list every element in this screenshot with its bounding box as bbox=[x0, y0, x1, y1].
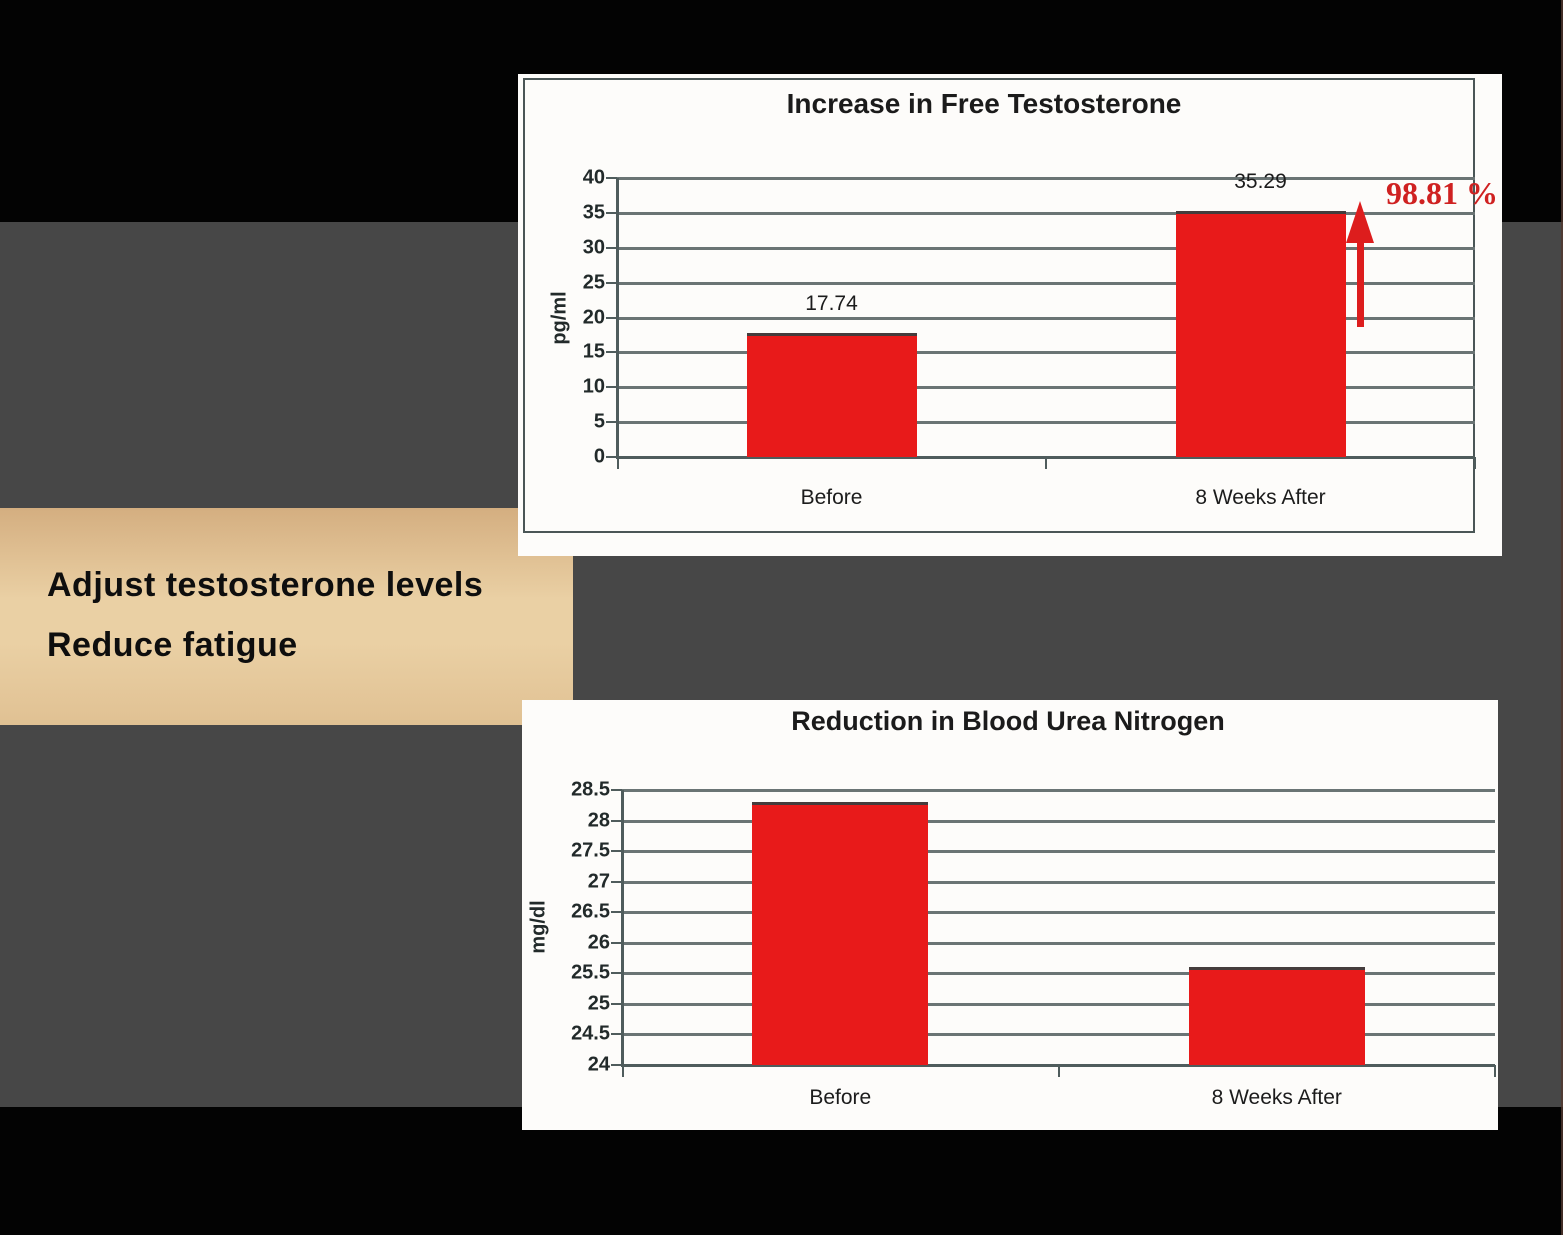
chart-title: Increase in Free Testosterone bbox=[786, 88, 1182, 119]
y-axis-tick bbox=[606, 386, 617, 389]
x-axis-tick bbox=[1045, 457, 1047, 469]
x-category-label: Before bbox=[809, 1086, 872, 1109]
y-axis-tick bbox=[606, 421, 617, 424]
gridline bbox=[622, 972, 1495, 976]
gridline bbox=[617, 316, 1475, 320]
x-category-label: Before bbox=[800, 486, 863, 509]
gridline bbox=[617, 351, 1475, 355]
gridline bbox=[617, 421, 1475, 425]
bar-value-label: 35.29 bbox=[1234, 169, 1287, 193]
y-tick-label: 25 bbox=[582, 271, 605, 294]
y-axis-tick bbox=[611, 972, 622, 975]
gridline bbox=[622, 911, 1495, 915]
y-axis-tick bbox=[606, 351, 617, 354]
y-tick-label: 15 bbox=[582, 340, 605, 363]
gridline bbox=[617, 211, 1475, 215]
callout-line-adjust-testosterone: Adjust testosterone levels bbox=[47, 566, 484, 604]
y-axis-tick bbox=[611, 819, 622, 822]
y-axis-tick bbox=[606, 281, 617, 284]
increase-arrow-shaft bbox=[1356, 239, 1364, 327]
y-tick-label: 0 bbox=[593, 445, 605, 468]
gridline bbox=[622, 880, 1495, 884]
chart-title: Reduction in Blood Urea Nitrogen bbox=[791, 706, 1225, 736]
gridline bbox=[622, 819, 1495, 823]
y-tick-label: 27 bbox=[587, 870, 610, 893]
bar-before bbox=[746, 333, 917, 457]
chart-free-testosterone: Increase in Free Testosterone pg/ml 40 35 30… bbox=[518, 74, 1502, 556]
y-axis-tick bbox=[611, 1064, 622, 1066]
y-tick-label: 5 bbox=[593, 410, 605, 433]
gridline bbox=[622, 1002, 1495, 1006]
y-tick-label: 25.5 bbox=[571, 961, 610, 984]
gridline bbox=[617, 386, 1475, 390]
y-axis-tick bbox=[606, 211, 617, 214]
bar-8-weeks-after bbox=[1175, 210, 1346, 457]
y-axis-tick bbox=[611, 911, 622, 914]
callout-line-reduce-fatigue: Reduce fatigue bbox=[47, 626, 298, 664]
slide-right-edge bbox=[1561, 0, 1563, 1235]
y-axis-tick bbox=[611, 789, 622, 791]
benefits-callout: Adjust testosterone levels Reduce fatigu… bbox=[0, 508, 573, 725]
y-tick-label: 30 bbox=[582, 236, 605, 259]
y-tick-label: 28.5 bbox=[571, 778, 610, 801]
y-tick-label: 10 bbox=[582, 375, 605, 398]
y-tick-label: 40 bbox=[582, 166, 605, 189]
y-axis-tick bbox=[611, 850, 622, 853]
y-axis-unit-label: mg/dl bbox=[527, 900, 550, 954]
y-tick-label: 26 bbox=[587, 931, 610, 954]
y-axis-tick bbox=[606, 246, 617, 249]
x-axis-end-tick bbox=[622, 1065, 624, 1077]
y-tick-label: 27.5 bbox=[571, 839, 610, 862]
y-axis-tick bbox=[611, 1002, 622, 1005]
bar-before bbox=[752, 802, 929, 1065]
y-tick-label: 25 bbox=[587, 992, 610, 1015]
x-category-label: 8 Weeks After bbox=[1195, 486, 1326, 509]
bar-value-label: 17.74 bbox=[805, 292, 858, 316]
bar-8-weeks-after bbox=[1188, 967, 1365, 1065]
gridline bbox=[617, 246, 1475, 250]
x-category-label: 8 Weeks After bbox=[1211, 1086, 1342, 1109]
y-axis-tick bbox=[606, 456, 617, 458]
y-axis-tick bbox=[611, 1033, 622, 1036]
percent-increase-annotation: 98.81 % bbox=[1386, 175, 1498, 211]
chart-blood-urea-nitrogen: Reduction in Blood Urea Nitrogen mg/dl 28.… bbox=[522, 700, 1498, 1130]
y-axis-tick bbox=[606, 316, 617, 319]
y-tick-label: 26.5 bbox=[571, 900, 610, 923]
y-axis-tick bbox=[606, 177, 617, 179]
x-axis-tick bbox=[1057, 1065, 1060, 1077]
gridline bbox=[617, 177, 1475, 180]
y-axis-unit-label: pg/ml bbox=[548, 291, 571, 345]
x-axis-tick bbox=[1474, 457, 1476, 469]
y-tick-label: 24.5 bbox=[571, 1022, 610, 1045]
gridline bbox=[622, 1033, 1495, 1037]
y-tick-label: 24 bbox=[587, 1053, 610, 1076]
x-axis-end-tick bbox=[617, 457, 619, 469]
increase-arrow-icon bbox=[1346, 201, 1374, 243]
gridline bbox=[622, 789, 1495, 792]
chart-frame bbox=[523, 78, 1475, 533]
y-axis-tick bbox=[611, 880, 622, 883]
gridline bbox=[622, 941, 1495, 945]
y-tick-label: 20 bbox=[582, 306, 605, 328]
gridline bbox=[617, 281, 1475, 285]
x-axis-tick bbox=[1494, 1065, 1496, 1077]
y-axis-line bbox=[621, 790, 624, 1067]
gridline bbox=[622, 850, 1495, 854]
y-axis-tick bbox=[611, 941, 622, 944]
y-tick-label: 28 bbox=[587, 809, 610, 832]
y-tick-label: 35 bbox=[582, 201, 605, 224]
y-axis-line bbox=[616, 178, 619, 459]
